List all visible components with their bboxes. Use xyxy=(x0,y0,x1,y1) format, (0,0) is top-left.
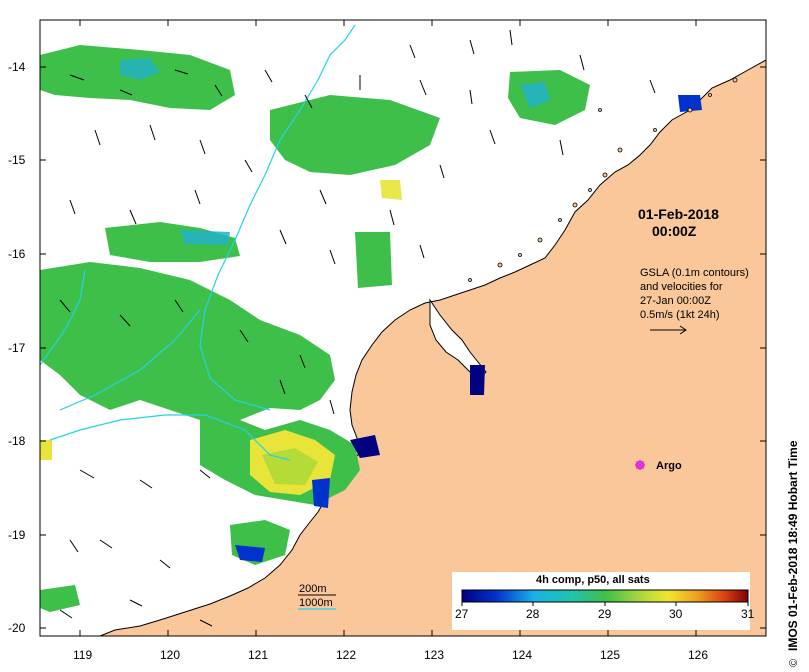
islands xyxy=(468,77,738,282)
lat-tick-label: -18 xyxy=(8,434,26,448)
argo-label: Argo xyxy=(656,460,682,472)
lat-tick-label: -20 xyxy=(8,621,26,635)
lon-tick-label: 122 xyxy=(336,648,356,662)
colorbar-ticks xyxy=(461,602,749,606)
lon-tick-label: 120 xyxy=(160,648,180,662)
colorbar-tick-label: 27 xyxy=(455,607,469,621)
lat-tick-label: -17 xyxy=(8,341,26,355)
velocity-arrows xyxy=(59,29,656,627)
credit-text: IMOS 01-Feb-2018 18:49 Hobart Time xyxy=(786,440,800,651)
axis-ticks xyxy=(40,20,766,636)
land-mass xyxy=(99,59,766,636)
colorbar-tick-label: 29 xyxy=(598,607,612,621)
lon-tick-label: 124 xyxy=(512,648,532,662)
date-label: 01-Feb-2018 xyxy=(638,206,719,222)
copyright-icon: © xyxy=(788,659,800,667)
colorbar xyxy=(461,589,749,603)
colorbar-tick-label: 31 xyxy=(741,607,755,621)
contour-200-label: 200m xyxy=(299,583,327,595)
lat-tick-label: -14 xyxy=(8,60,26,74)
argo-marker-icon xyxy=(635,460,645,470)
sst-patches xyxy=(40,45,702,612)
info-line: 0.5m/s (1kt 24h) xyxy=(640,309,719,321)
lat-tick-label: -16 xyxy=(8,247,26,261)
colorbar-tick-label: 28 xyxy=(526,607,540,621)
time-label: 00:00Z xyxy=(652,223,697,239)
credit-block: © IMOS 01-Feb-2018 18:49 Hobart Time xyxy=(786,440,800,667)
lon-tick-label: 121 xyxy=(248,648,268,662)
info-line: 27-Jan 00:00Z xyxy=(640,295,711,307)
info-line: GSLA (0.1m contours) xyxy=(640,267,749,279)
contour-1000-label: 1000m xyxy=(299,597,333,609)
lon-tick-labels: 119 120 121 122 123 124 125 126 xyxy=(73,648,708,662)
lon-tick-label: 126 xyxy=(688,648,708,662)
scale-arrow-icon xyxy=(650,325,687,335)
colorbar-tick-label: 30 xyxy=(669,607,683,621)
lon-tick-label: 125 xyxy=(600,648,620,662)
colorbar-title: 4h comp, p50, all sats xyxy=(536,574,650,586)
lon-tick-label: 119 xyxy=(73,648,92,662)
lat-tick-label: -15 xyxy=(8,153,26,167)
depth-contours xyxy=(40,24,356,461)
lon-tick-label: 123 xyxy=(424,648,444,662)
plot-frame xyxy=(39,19,767,637)
lat-tick-labels: -14 -15 -16 -17 -18 -19 -20 xyxy=(8,60,26,635)
lat-tick-label: -19 xyxy=(8,528,26,542)
info-line: and velocities for xyxy=(640,281,723,293)
